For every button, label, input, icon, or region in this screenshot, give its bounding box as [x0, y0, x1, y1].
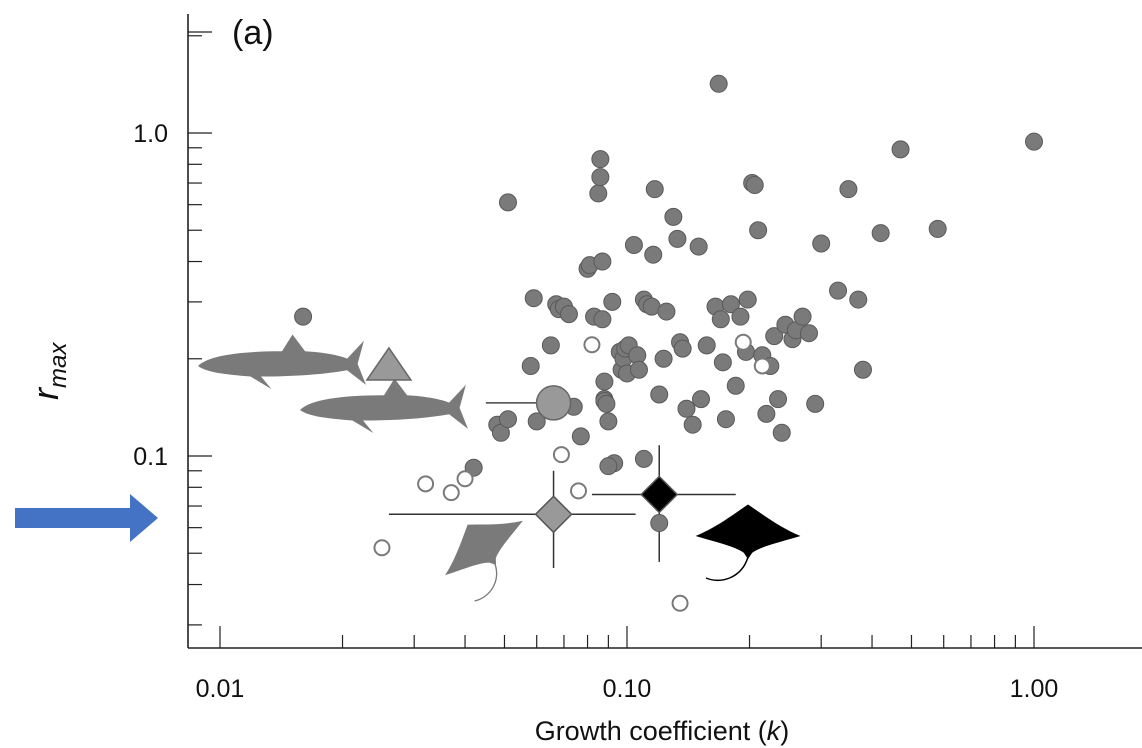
data-point	[709, 74, 728, 93]
y-tick-label: 0.1	[133, 443, 168, 471]
data-point	[738, 290, 757, 309]
open-data-point	[753, 357, 771, 375]
data-point	[654, 349, 673, 368]
data-point	[498, 193, 517, 212]
error-bars	[388, 402, 736, 569]
data-point	[629, 360, 648, 379]
data-point	[624, 236, 643, 255]
axis-labels: 0.01 0.10 1.00 0.1 1.0 (a) Growth coefficient …	[25, 14, 1058, 746]
data-point	[765, 327, 784, 346]
triangle-point	[365, 346, 413, 381]
data-point	[812, 234, 831, 253]
data-point	[524, 289, 543, 308]
large-circle-point	[535, 385, 572, 421]
data-point	[689, 237, 708, 256]
data-point	[644, 245, 663, 264]
axes	[187, 14, 1142, 649]
data-point	[521, 356, 540, 375]
data-point	[589, 184, 608, 203]
y-axis-title: rmax	[25, 342, 72, 400]
data-point	[711, 310, 730, 329]
data-point	[591, 168, 610, 187]
black-manta-icon	[695, 504, 801, 582]
data-point	[571, 427, 590, 446]
data-point	[527, 412, 546, 431]
open-data-point	[442, 484, 460, 502]
annotation-arrow	[15, 494, 158, 542]
data-point	[645, 180, 664, 199]
data-point	[683, 415, 702, 434]
data-point	[745, 176, 764, 195]
data-point	[772, 423, 791, 442]
shark-icon	[300, 378, 468, 434]
x-tick-label: 0.01	[196, 675, 245, 703]
data-point	[597, 394, 616, 413]
open-data-point	[417, 475, 435, 493]
x-tick-label: 0.10	[603, 675, 652, 703]
open-data-point	[583, 336, 601, 354]
data-point	[749, 221, 768, 240]
whale-shark-icon	[198, 334, 366, 390]
data-point	[853, 360, 872, 379]
data-point	[634, 449, 653, 468]
data-point	[559, 305, 578, 324]
data-point	[799, 324, 818, 343]
data-point	[757, 404, 776, 423]
data-point	[769, 390, 788, 409]
data-point	[692, 390, 711, 409]
data-point	[664, 207, 683, 226]
data-point	[599, 412, 618, 431]
open-data-point	[456, 470, 474, 488]
open-data-point	[552, 446, 570, 464]
data-point	[673, 339, 692, 358]
data-point	[716, 410, 735, 429]
diamond-point	[640, 475, 679, 514]
open-data-point	[373, 539, 391, 557]
data-point	[731, 307, 750, 326]
data-point	[603, 292, 622, 311]
data-point	[697, 336, 716, 355]
open-data-point	[734, 333, 752, 351]
data-point	[928, 219, 947, 238]
diamond-point	[534, 495, 573, 534]
data-point	[721, 295, 740, 314]
data-point	[726, 376, 745, 395]
data-point	[650, 514, 669, 533]
species-silhouettes	[15, 334, 801, 602]
data-point	[849, 290, 868, 309]
data-point	[591, 150, 610, 169]
data-point	[595, 372, 614, 391]
data-point	[498, 410, 517, 429]
panel-label: (a)	[232, 14, 274, 52]
data-point	[839, 180, 858, 199]
data-point	[650, 385, 669, 404]
data-point	[793, 307, 812, 326]
open-data-point	[569, 482, 587, 500]
data-point	[871, 224, 890, 243]
x-axis-title: Growth coefficient (k)	[535, 716, 790, 746]
data-point	[294, 307, 313, 326]
data-point	[1025, 132, 1043, 151]
data-point	[806, 394, 825, 413]
open-data-point	[671, 594, 689, 612]
data-points	[294, 74, 1043, 612]
data-point	[713, 353, 732, 372]
grey-manta-icon	[445, 520, 523, 602]
x-tick-label: 1.00	[1010, 675, 1059, 703]
data-point	[668, 229, 687, 248]
data-point	[593, 310, 612, 329]
y-tick-label: 1.0	[133, 120, 168, 148]
data-point	[657, 302, 676, 321]
data-point	[541, 336, 560, 355]
data-point	[829, 281, 848, 300]
data-point	[593, 252, 612, 271]
data-point	[599, 457, 618, 476]
data-point	[891, 140, 910, 159]
data-point	[677, 399, 696, 418]
